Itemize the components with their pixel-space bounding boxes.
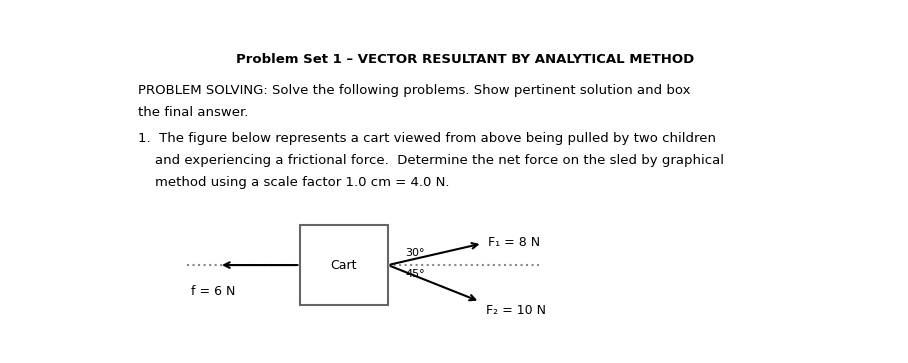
Text: Problem Set 1 – VECTOR RESULTANT BY ANALYTICAL METHOD: Problem Set 1 – VECTOR RESULTANT BY ANAL… xyxy=(236,53,695,66)
Text: F₁ = 8 N: F₁ = 8 N xyxy=(488,236,540,249)
Text: 45°: 45° xyxy=(406,269,425,279)
Bar xyxy=(300,225,388,305)
Text: PROBLEM SOLVING: Solve the following problems. Show pertinent solution and box: PROBLEM SOLVING: Solve the following pro… xyxy=(138,84,691,97)
Text: 30°: 30° xyxy=(406,248,425,258)
Text: F₂ = 10 N: F₂ = 10 N xyxy=(486,305,546,317)
Text: Cart: Cart xyxy=(331,258,357,272)
Text: the final answer.: the final answer. xyxy=(138,106,249,119)
Text: method using a scale factor 1.0 cm = 4.0 N.: method using a scale factor 1.0 cm = 4.0… xyxy=(138,176,449,189)
Text: 1.  The figure below represents a cart viewed from above being pulled by two chi: 1. The figure below represents a cart vi… xyxy=(138,132,716,144)
Text: f = 6 N: f = 6 N xyxy=(191,285,235,298)
Text: and experiencing a frictional force.  Determine the net force on the sled by gra: and experiencing a frictional force. Det… xyxy=(138,154,724,167)
